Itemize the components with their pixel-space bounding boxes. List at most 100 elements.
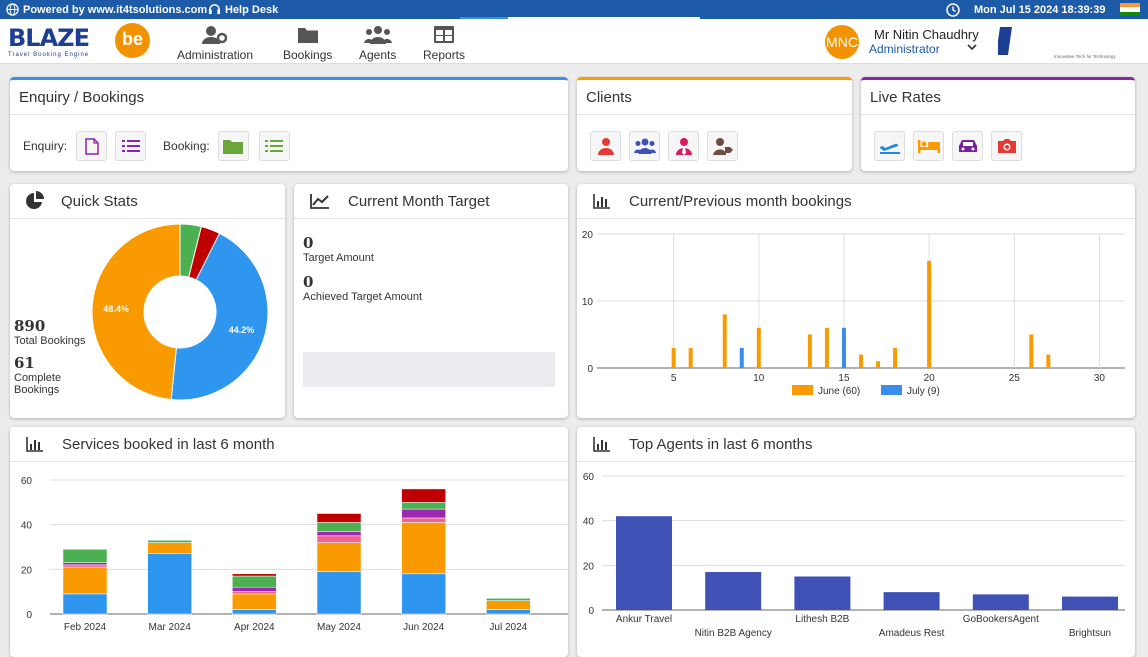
nav-agents[interactable]: Agents (359, 19, 396, 62)
booking-label: Booking: (163, 139, 210, 153)
folder-icon (223, 140, 244, 154)
india-flag-icon[interactable] (1120, 3, 1140, 16)
achieved-amount-label: Achieved Target Amount (303, 291, 423, 303)
y-tick-label: 0 (587, 364, 593, 375)
y-tick-label: 10 (582, 297, 594, 308)
client-user-button[interactable] (590, 131, 621, 161)
y-tick-label: 20 (21, 565, 33, 576)
bar-segment (232, 591, 277, 595)
x-tick-label: Lithesh B2B (795, 614, 849, 625)
powered-by[interactable]: Powered by www.it4tsolutions.com (6, 3, 207, 16)
camera-icon (997, 139, 1016, 153)
blaze-logo[interactable]: BLAZE be Travel Booking Engine (8, 23, 150, 58)
car-rates-button[interactable] (952, 131, 983, 161)
achieved-amount-stat: 0 Achieved Target Amount (303, 273, 422, 303)
x-tick-label: Amadeus Rest (879, 628, 945, 639)
chevron-down-icon[interactable] (967, 40, 977, 54)
users-icon (363, 26, 392, 44)
bar-segment (486, 598, 531, 601)
new-enquiry-button[interactable] (76, 131, 108, 161)
bar (883, 592, 940, 610)
nav-administration-label: Administration (177, 48, 254, 62)
bar-segment (316, 571, 362, 615)
monthly-bookings-chart[interactable]: 0 10 20 5 10 15 20 25 30 June (60) July (9) (577, 220, 1135, 416)
hotel-rates-button[interactable] (913, 131, 944, 161)
user-icon (597, 138, 614, 155)
bar (671, 347, 676, 368)
y-tick-label: 60 (583, 472, 595, 483)
user-tag-icon (712, 138, 733, 155)
pie-chart-icon (26, 191, 44, 209)
services-chart[interactable]: 0 20 40 60 Feb 2024 Mar 2024 Apr 2024 May 2024 J… (10, 463, 568, 650)
card-title: Current Month Target (348, 192, 490, 210)
bar (756, 327, 761, 368)
achieved-amount-value: 0 (303, 273, 314, 291)
clients-title: Clients (577, 80, 852, 115)
donut-slice (91, 223, 181, 401)
client-group-button[interactable] (629, 131, 660, 161)
bar-segment (62, 564, 108, 568)
bar-segment (401, 502, 446, 510)
user-name[interactable]: Mr Nitin Chaudhry (874, 27, 979, 42)
x-tick-label: Apr 2024 (234, 622, 275, 633)
enquiry-label: Enquiry: (23, 139, 68, 153)
top-bar: Powered by www.it4tsolutions.com Help De… (0, 0, 1148, 19)
total-bookings-label: Total Bookings (14, 335, 86, 347)
nav-bookings-label: Bookings (283, 48, 333, 62)
target-amount-value: 0 (303, 234, 314, 252)
flight-rates-button[interactable] (874, 131, 905, 161)
nav-bookings[interactable]: Bookings (283, 19, 332, 62)
legend-swatch (792, 385, 813, 395)
bar-segment (62, 548, 108, 563)
x-tick-label: Jul 2024 (489, 622, 527, 633)
bar (794, 576, 851, 610)
enquiry-list-button[interactable] (115, 131, 147, 161)
avatar[interactable]: MNC (825, 25, 859, 59)
target-progress-area (303, 352, 555, 387)
bar-segment (62, 562, 108, 566)
card-title: Quick Stats (61, 192, 138, 210)
complete-bookings-stat: 61 Complete Bookings (14, 354, 84, 396)
y-tick-label: 40 (583, 517, 595, 528)
card-title: Services booked in last 6 month (62, 435, 275, 453)
bar (1029, 334, 1034, 368)
activity-rates-button[interactable] (991, 131, 1022, 161)
tab-indicator (460, 17, 508, 19)
partner-tagline: Innovative Tech for Technology (1054, 54, 1116, 59)
y-tick-label: 0 (588, 606, 594, 617)
bed-icon (917, 140, 940, 153)
bar-segment (316, 531, 362, 537)
bar (876, 361, 881, 368)
x-tick-label: 30 (1094, 373, 1106, 384)
bar-segment (486, 600, 531, 610)
target-amount-label: Target Amount (303, 252, 374, 264)
booking-list-button[interactable] (258, 131, 290, 161)
nav-administration[interactable]: Administration (177, 19, 253, 62)
monthly-bookings-title: Current/Previous month bookings (577, 184, 1135, 219)
bar (616, 516, 672, 610)
datetime: Mon Jul 15 2024 18:39:39 (946, 3, 1105, 17)
globe-icon (6, 3, 19, 16)
client-tag-button[interactable] (707, 131, 738, 161)
help-desk-link[interactable]: Help Desk (208, 3, 278, 16)
document-icon (84, 137, 99, 155)
card-title: Top Agents in last 6 months (629, 435, 813, 453)
bar-segment (401, 508, 446, 519)
target-title: Current Month Target (294, 184, 568, 219)
top-agents-chart[interactable]: 0 20 40 60 Ankur Travel Nitin B2B Agency Lithe… (577, 463, 1135, 650)
bar (739, 347, 744, 368)
enquiry-bookings-title: Enquiry / Bookings (10, 80, 568, 115)
services-card: Services booked in last 6 month 0 20 40 60 F… (10, 427, 568, 657)
bar-segment (147, 542, 192, 554)
client-corporate-button[interactable] (668, 131, 699, 161)
bookings-donut-chart[interactable]: 44.2% 48.4% (90, 222, 270, 402)
nav-reports[interactable]: Reports (423, 19, 465, 62)
nav-reports-label: Reports (423, 48, 466, 62)
y-tick-label: 20 (583, 561, 595, 572)
new-booking-button[interactable] (217, 131, 249, 161)
live-rates-title: Live Rates (861, 80, 1135, 115)
user-role: Administrator (869, 42, 940, 56)
target-card: Current Month Target 0 Target Amount 0 A… (294, 184, 568, 418)
x-tick-label: GoBookersAgent (963, 614, 1039, 625)
bar-segment (401, 573, 446, 615)
